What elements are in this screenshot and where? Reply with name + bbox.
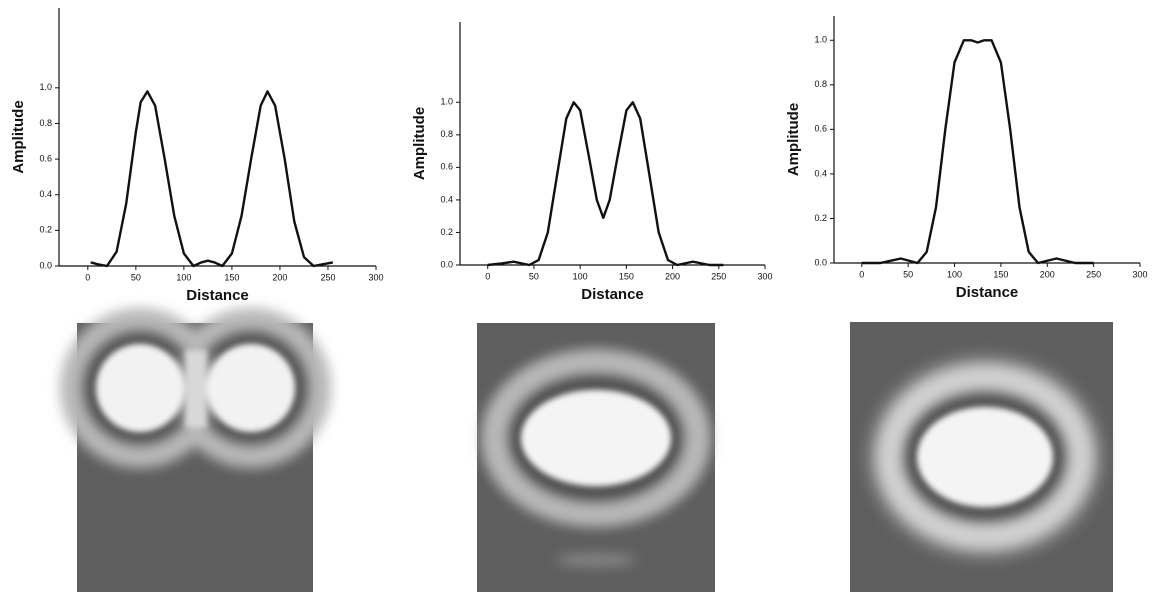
x-tick-label: 200	[665, 271, 680, 281]
x-axis-label: Distance	[956, 284, 1019, 301]
x-tick-label: 50	[131, 272, 141, 282]
y-tick-label: 0.2	[39, 225, 52, 235]
x-tick-label: 100	[947, 269, 962, 279]
x-tick-label: 250	[320, 272, 335, 282]
y-tick-label: 1.0	[440, 97, 453, 107]
y-tick-label: 0.0	[814, 257, 827, 267]
x-tick-label: 50	[529, 271, 539, 281]
image-panel	[477, 323, 715, 592]
x-axis-label: Distance	[186, 287, 249, 304]
image-panel	[850, 322, 1113, 592]
y-tick-label: 0.4	[814, 168, 827, 178]
y-tick-label: 0.8	[814, 79, 827, 89]
x-tick-label: 250	[711, 271, 726, 281]
x-tick-label: 0	[85, 272, 90, 282]
y-tick-label: 0.2	[440, 227, 453, 237]
y-tick-label: 0.8	[440, 129, 453, 139]
y-tick-label: 0.0	[440, 259, 453, 269]
data-line	[861, 39, 1094, 265]
x-axis-label: Distance	[581, 286, 644, 303]
y-axis-label: Amplitude	[785, 103, 802, 176]
y-tick-label: 0.8	[39, 118, 52, 128]
x-tick-label: 250	[1086, 269, 1101, 279]
y-tick-label: 1.0	[814, 35, 827, 45]
y-tick-label: 0.6	[39, 153, 52, 163]
x-tick-label: 0	[859, 269, 864, 279]
x-tick-label: 150	[619, 271, 634, 281]
y-axis-label: Amplitude	[10, 100, 27, 173]
x-tick-label: 300	[1132, 269, 1147, 279]
data-line	[487, 101, 724, 267]
y-tick-label: 0.4	[440, 194, 453, 204]
y-tick-label: 0.2	[814, 213, 827, 223]
x-tick-label: 200	[1040, 269, 1055, 279]
x-tick-label: 0	[485, 271, 490, 281]
x-tick-label: 100	[573, 271, 588, 281]
y-tick-label: 0.6	[814, 124, 827, 134]
y-axis-label: Amplitude	[411, 107, 428, 180]
x-tick-label: 100	[176, 272, 191, 282]
y-tick-label: 1.0	[39, 82, 52, 92]
x-tick-label: 50	[903, 269, 913, 279]
y-tick-label: 0.0	[39, 260, 52, 270]
x-tick-label: 150	[224, 272, 239, 282]
image-panel	[60, 308, 331, 592]
x-tick-label: 300	[368, 272, 383, 282]
x-tick-label: 200	[272, 272, 287, 282]
y-tick-label: 0.6	[440, 162, 453, 172]
x-tick-label: 300	[757, 271, 772, 281]
y-tick-label: 0.4	[39, 189, 52, 199]
data-line	[90, 90, 334, 268]
x-tick-label: 150	[993, 269, 1008, 279]
